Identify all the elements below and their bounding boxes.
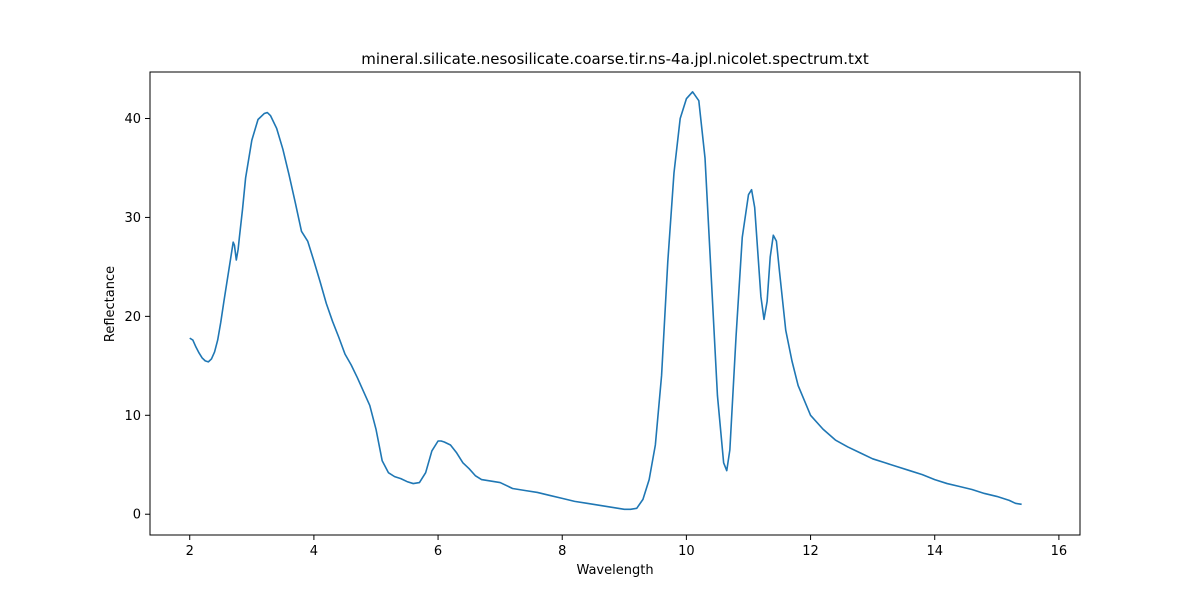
y-tick-label: 20	[124, 310, 141, 325]
plot-area	[189, 90, 1022, 511]
x-axis: 2 4 6 8 10 12 14 16	[186, 535, 1068, 559]
chart-title: mineral.silicate.nesosilicate.coarse.tir…	[361, 50, 869, 68]
x-tick-label: 16	[1051, 544, 1068, 559]
x-axis-label: Wavelength	[576, 563, 653, 578]
x-tick-label: 14	[926, 544, 943, 559]
y-tick-label: 0	[133, 508, 141, 523]
axes-frame	[149, 71, 1081, 536]
y-tick-label: 30	[124, 211, 141, 226]
x-tick-label: 4	[310, 544, 318, 559]
x-tick-label: 10	[678, 544, 695, 559]
y-tick-label: 10	[124, 409, 141, 424]
y-axis: 0 10 20 30 40	[124, 112, 150, 523]
y-axis-label: Reflectance	[103, 266, 118, 342]
x-tick-label: 12	[802, 544, 819, 559]
y-tick-label: 40	[124, 112, 141, 127]
x-tick-label: 8	[558, 544, 566, 559]
x-tick-label: 2	[186, 544, 194, 559]
x-tick-label: 6	[434, 544, 442, 559]
spectrum-line-0	[189, 90, 1022, 511]
